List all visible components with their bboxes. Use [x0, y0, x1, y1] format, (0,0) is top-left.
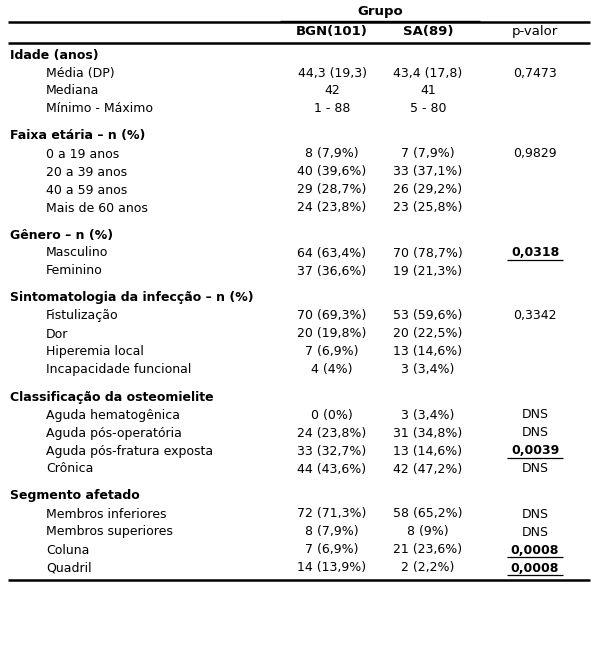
Text: Masculino: Masculino — [46, 246, 108, 259]
Text: 0,0039: 0,0039 — [511, 444, 559, 457]
Text: 0,3342: 0,3342 — [513, 310, 557, 322]
Text: 5 - 80: 5 - 80 — [410, 103, 446, 115]
Text: 0,0008: 0,0008 — [511, 562, 559, 575]
Text: 3 (3,4%): 3 (3,4%) — [401, 364, 454, 377]
Text: 19 (21,3%): 19 (21,3%) — [393, 264, 463, 277]
Text: 20 (19,8%): 20 (19,8%) — [297, 328, 367, 341]
Text: 23 (25,8%): 23 (25,8%) — [393, 201, 463, 215]
Text: Quadril: Quadril — [46, 562, 91, 575]
Text: 24 (23,8%): 24 (23,8%) — [297, 426, 367, 439]
Text: 24 (23,8%): 24 (23,8%) — [297, 201, 367, 215]
Text: Média (DP): Média (DP) — [46, 66, 115, 79]
Text: 21 (23,6%): 21 (23,6%) — [393, 544, 463, 557]
Text: Crônica: Crônica — [46, 462, 93, 475]
Text: Hiperemia local: Hiperemia local — [46, 346, 144, 359]
Text: Faixa etária – n (%): Faixa etária – n (%) — [10, 130, 145, 143]
Text: DNS: DNS — [521, 526, 548, 539]
Text: 0 a 19 anos: 0 a 19 anos — [46, 148, 119, 161]
Text: 70 (78,7%): 70 (78,7%) — [393, 246, 463, 259]
Text: Classificação da osteomielite: Classificação da osteomielite — [10, 390, 213, 404]
Text: Segmento afetado: Segmento afetado — [10, 490, 140, 502]
Text: 40 (39,6%): 40 (39,6%) — [297, 166, 367, 179]
Text: Grupo: Grupo — [357, 6, 403, 19]
Text: 8 (9%): 8 (9%) — [407, 526, 449, 539]
Text: Feminino: Feminino — [46, 264, 103, 277]
Text: DNS: DNS — [521, 508, 548, 521]
Text: 7 (7,9%): 7 (7,9%) — [401, 148, 455, 161]
Text: 44,3 (19,3): 44,3 (19,3) — [297, 66, 367, 79]
Text: 40 a 59 anos: 40 a 59 anos — [46, 183, 127, 197]
Text: 53 (59,6%): 53 (59,6%) — [393, 310, 463, 322]
Text: Mais de 60 anos: Mais de 60 anos — [46, 201, 148, 215]
Text: Aguda pós-operatória: Aguda pós-operatória — [46, 426, 182, 439]
Text: 37 (36,6%): 37 (36,6%) — [297, 264, 367, 277]
Text: Aguda hematogênica: Aguda hematogênica — [46, 408, 180, 421]
Text: Mediana: Mediana — [46, 84, 99, 97]
Text: 31 (34,8%): 31 (34,8%) — [393, 426, 463, 439]
Text: 64 (63,4%): 64 (63,4%) — [297, 246, 367, 259]
Text: 20 a 39 anos: 20 a 39 anos — [46, 166, 127, 179]
Text: SA(89): SA(89) — [402, 26, 453, 39]
Text: 14 (13,9%): 14 (13,9%) — [297, 562, 367, 575]
Text: 0,0008: 0,0008 — [511, 544, 559, 557]
Text: Fistulização: Fistulização — [46, 310, 118, 322]
Text: 7 (6,9%): 7 (6,9%) — [305, 346, 359, 359]
Text: 1 - 88: 1 - 88 — [314, 103, 350, 115]
Text: 70 (69,3%): 70 (69,3%) — [297, 310, 367, 322]
Text: 72 (71,3%): 72 (71,3%) — [297, 508, 367, 521]
Text: p-valor: p-valor — [512, 25, 558, 37]
Text: Incapacidade funcional: Incapacidade funcional — [46, 364, 191, 377]
Text: Gênero – n (%): Gênero – n (%) — [10, 228, 113, 241]
Text: 8 (7,9%): 8 (7,9%) — [305, 526, 359, 539]
Text: 0,7473: 0,7473 — [513, 66, 557, 79]
Text: Mínimo - Máximo: Mínimo - Máximo — [46, 103, 153, 115]
Text: DNS: DNS — [521, 462, 548, 475]
Text: 33 (32,7%): 33 (32,7%) — [297, 444, 367, 457]
Text: 41: 41 — [420, 84, 436, 97]
Text: 43,4 (17,8): 43,4 (17,8) — [393, 66, 463, 79]
Text: Idade (anos): Idade (anos) — [10, 48, 99, 61]
Text: 0,0318: 0,0318 — [511, 246, 559, 259]
Text: BGN(101): BGN(101) — [296, 26, 368, 39]
Text: 44 (43,6%): 44 (43,6%) — [297, 462, 367, 475]
Text: 20 (22,5%): 20 (22,5%) — [393, 328, 463, 341]
Text: 13 (14,6%): 13 (14,6%) — [393, 346, 463, 359]
Text: 0,9829: 0,9829 — [513, 148, 557, 161]
Text: DNS: DNS — [521, 408, 548, 421]
Text: Coluna: Coluna — [46, 544, 89, 557]
Text: 29 (28,7%): 29 (28,7%) — [297, 183, 367, 197]
Text: Membros inferiores: Membros inferiores — [46, 508, 166, 521]
Text: 26 (29,2%): 26 (29,2%) — [393, 183, 463, 197]
Text: 42: 42 — [324, 84, 340, 97]
Text: 0 (0%): 0 (0%) — [311, 408, 353, 421]
Text: DNS: DNS — [521, 426, 548, 439]
Text: 13 (14,6%): 13 (14,6%) — [393, 444, 463, 457]
Text: 58 (65,2%): 58 (65,2%) — [393, 508, 463, 521]
Text: 33 (37,1%): 33 (37,1%) — [393, 166, 463, 179]
Text: Membros superiores: Membros superiores — [46, 526, 173, 539]
Text: 7 (6,9%): 7 (6,9%) — [305, 544, 359, 557]
Text: 4 (4%): 4 (4%) — [311, 364, 353, 377]
Text: Dor: Dor — [46, 328, 68, 341]
Text: Sintomatologia da infecção – n (%): Sintomatologia da infecção – n (%) — [10, 292, 254, 304]
Text: 3 (3,4%): 3 (3,4%) — [401, 408, 454, 421]
Text: 8 (7,9%): 8 (7,9%) — [305, 148, 359, 161]
Text: 42 (47,2%): 42 (47,2%) — [393, 462, 463, 475]
Text: Aguda pós-fratura exposta: Aguda pós-fratura exposta — [46, 444, 213, 457]
Text: 2 (2,2%): 2 (2,2%) — [401, 562, 454, 575]
